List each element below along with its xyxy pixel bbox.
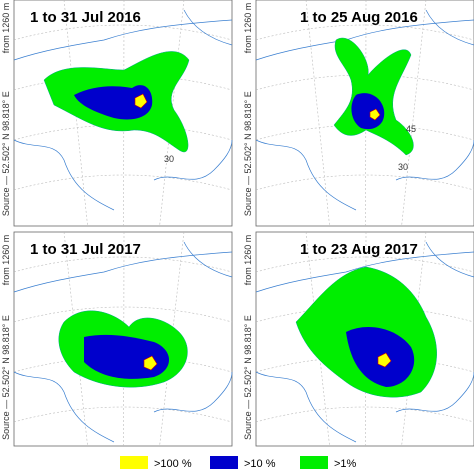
latitude-label: 45 xyxy=(406,124,416,134)
graticule xyxy=(255,306,474,323)
panel-title: 1 to 31 Jul 2016 xyxy=(30,9,141,26)
plume-100pct xyxy=(143,355,158,371)
legend-swatch xyxy=(120,456,148,469)
panel-title: 1 to 31 Jul 2017 xyxy=(30,241,141,258)
coastline xyxy=(13,9,233,211)
plume-100pct xyxy=(377,352,392,368)
height-label: from 1260 m xyxy=(1,235,11,286)
graticule xyxy=(305,0,330,227)
source-label: Source — 52.502° N 98.818° E xyxy=(243,91,253,216)
graticule xyxy=(255,356,474,373)
legend-swatch xyxy=(300,456,328,469)
map-panel: 1 to 25 Aug 2016 45 30 xyxy=(255,0,474,227)
legend-label: >10 % xyxy=(244,458,276,470)
source-label: Source — 52.502° N 98.818° E xyxy=(1,91,11,216)
graticule xyxy=(255,124,474,141)
plume-100pct xyxy=(134,93,148,109)
graticule xyxy=(13,356,233,373)
graticule xyxy=(13,306,233,323)
plume-10pct xyxy=(74,85,153,120)
graticule xyxy=(401,0,427,227)
plume-100pct xyxy=(369,108,381,121)
latitude-label: 30 xyxy=(164,154,174,164)
height-label: from 1260 m xyxy=(243,3,253,54)
legend-swatch xyxy=(210,456,238,469)
coastline xyxy=(255,241,474,443)
panel-title: 1 to 23 Aug 2017 xyxy=(300,241,418,258)
panel-title: 1 to 25 Aug 2016 xyxy=(300,9,418,26)
height-label: from 1260 m xyxy=(1,3,11,54)
coastline xyxy=(13,241,233,443)
legend-label: >1% xyxy=(334,458,357,470)
source-label: Source — 52.502° N 98.818° E xyxy=(243,315,253,440)
graticule xyxy=(13,74,233,91)
plume-10pct xyxy=(351,93,385,130)
height-label: from 1260 m xyxy=(243,235,253,286)
latitude-label: 30 xyxy=(398,162,408,172)
graticule xyxy=(255,74,474,91)
source-label: Source — 52.502° N 98.818° E xyxy=(1,315,11,440)
graticule xyxy=(13,406,233,423)
graticule xyxy=(255,174,474,191)
graticule xyxy=(13,174,233,191)
map-panel: 1 to 31 Jul 2016 30 xyxy=(13,0,233,227)
map-panel: 1 to 23 Aug 2017 xyxy=(255,231,474,447)
graticule xyxy=(255,406,474,423)
legend-label: >100 % xyxy=(154,458,192,470)
graticule xyxy=(13,124,233,141)
map-panel: 1 to 31 Jul 2017 xyxy=(13,231,233,447)
